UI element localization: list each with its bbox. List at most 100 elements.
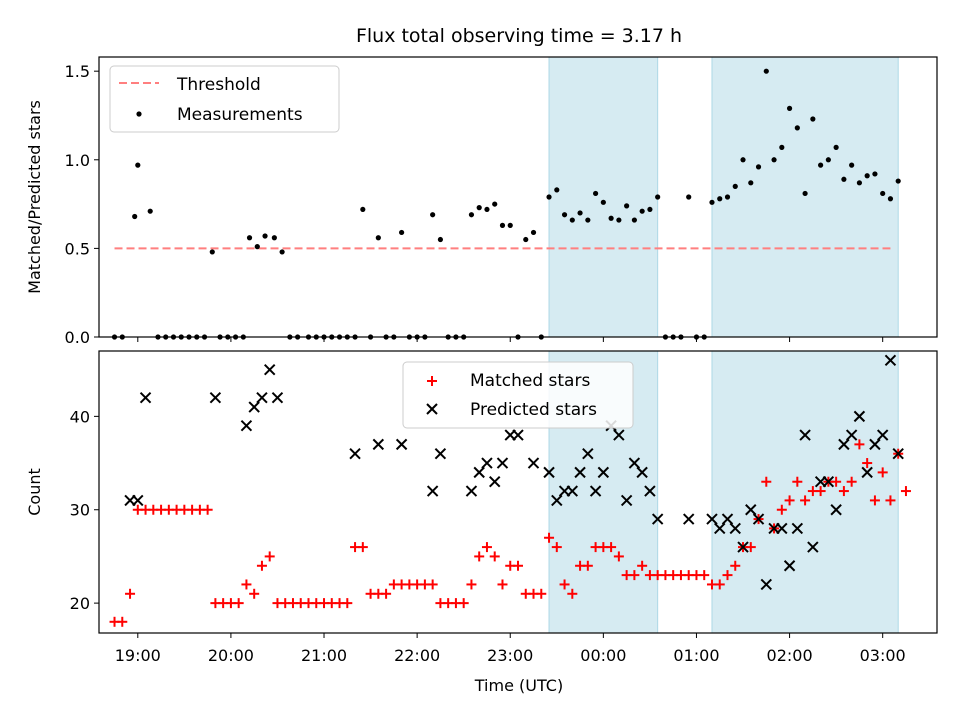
- measurement-point: [375, 235, 381, 241]
- predicted-point: [240, 419, 253, 432]
- matched-point: [862, 458, 873, 469]
- predicted-point: [613, 429, 625, 441]
- legend-matched-swatch: [427, 376, 437, 386]
- measurement-point: [849, 162, 855, 168]
- predicted-point: [845, 429, 858, 441]
- y-tick-label: 20: [70, 594, 90, 613]
- measurement-point: [585, 217, 591, 223]
- measurement-point: [437, 236, 444, 243]
- matched-point: [466, 579, 477, 590]
- x-axis-label: Time (UTC): [474, 676, 563, 695]
- matched-point: [241, 579, 252, 590]
- measurement-point: [600, 199, 606, 205]
- chart-title: Flux total observing time = 3.17 h: [356, 25, 682, 47]
- predicted-point: [574, 466, 586, 479]
- legend: Matched stars Predicted stars: [402, 361, 634, 429]
- x-tick-label: 03:00: [860, 646, 906, 665]
- matched-point: [730, 560, 741, 571]
- predicted-point: [644, 485, 656, 497]
- predicted-point: [721, 513, 734, 525]
- predicted-point: [799, 429, 811, 441]
- measurement-point: [686, 194, 692, 200]
- matched-point: [544, 532, 555, 543]
- matched-point: [481, 542, 492, 553]
- predicted-point: [651, 513, 664, 525]
- matched-point: [784, 495, 795, 506]
- y-tick-label: 0.0: [65, 328, 90, 347]
- matched-point: [613, 551, 624, 562]
- measurement-point: [880, 190, 886, 197]
- predicted-point: [892, 448, 904, 460]
- matched-point: [125, 588, 136, 599]
- measurement-point: [135, 162, 141, 168]
- predicted-point: [512, 429, 524, 441]
- legend-box: [402, 361, 634, 429]
- predicted-point: [783, 560, 796, 572]
- shaded-interval: [711, 350, 899, 634]
- y-tick-label: 0.5: [65, 239, 90, 258]
- measurement-point: [608, 215, 614, 221]
- matched-point: [458, 598, 469, 609]
- measurement-point: [616, 217, 622, 223]
- predicted-point: [465, 485, 478, 497]
- x-tick-label: 22:00: [394, 646, 440, 665]
- legend-measurements-label: Measurements: [177, 105, 303, 125]
- predicted-point: [543, 466, 555, 479]
- x-tick-label: 20:00: [208, 646, 254, 665]
- predicted-point: [729, 522, 741, 535]
- predicted-point: [807, 541, 819, 553]
- predicted-point: [473, 466, 485, 479]
- measurement-point: [631, 217, 637, 223]
- matched-point: [342, 598, 353, 609]
- matched-point: [381, 588, 392, 599]
- measurement-point: [592, 190, 599, 197]
- predicted-point: [830, 504, 842, 516]
- measurement-point: [484, 206, 490, 213]
- measurement-point: [262, 233, 268, 239]
- predicted-point: [589, 485, 602, 497]
- series-matched-stars: [109, 439, 911, 627]
- predicted-point: [876, 429, 889, 441]
- predicted-point: [822, 476, 835, 488]
- measurement-point: [468, 212, 475, 218]
- measurement-point: [209, 249, 215, 255]
- matched-point: [900, 486, 911, 497]
- measurement-point: [476, 205, 482, 211]
- predicted-point: [714, 522, 726, 535]
- measurement-point: [254, 244, 260, 250]
- matched-point: [249, 588, 260, 599]
- matched-point: [846, 476, 857, 487]
- measurement-point: [399, 229, 405, 236]
- predicted-point: [582, 448, 594, 460]
- y-tick-label: 1.0: [65, 151, 90, 170]
- predicted-point: [434, 448, 447, 460]
- measurement-point: [763, 68, 769, 74]
- measurement-point: [786, 105, 793, 111]
- legend-matched-label: Matched stars: [470, 371, 590, 391]
- predicted-point: [481, 457, 493, 469]
- measurement-point: [810, 116, 816, 122]
- series-measurements: [111, 68, 901, 340]
- measurement-point: [864, 173, 870, 179]
- measurement-point: [833, 144, 839, 150]
- measurement-point: [818, 162, 824, 168]
- matched-point: [202, 504, 213, 515]
- legend-predicted-swatch: [426, 403, 438, 415]
- measurement-point: [732, 183, 738, 189]
- matched-point: [567, 588, 578, 599]
- predicted-point: [566, 485, 579, 497]
- measurement-point: [624, 203, 630, 209]
- x-tick-label: 02:00: [767, 646, 813, 665]
- y-tick-label: 30: [70, 501, 90, 520]
- measurement-point: [430, 212, 436, 218]
- measurement-point: [717, 196, 723, 202]
- measurement-point: [779, 144, 785, 150]
- measurement-point: [771, 157, 777, 163]
- matched-point: [722, 570, 733, 581]
- predicted-point: [620, 494, 633, 507]
- matched-point: [761, 476, 772, 487]
- predicted-point: [776, 522, 788, 535]
- predicted-point: [496, 457, 509, 469]
- legend: Threshold Measurements: [109, 65, 340, 133]
- predicted-point: [426, 485, 439, 497]
